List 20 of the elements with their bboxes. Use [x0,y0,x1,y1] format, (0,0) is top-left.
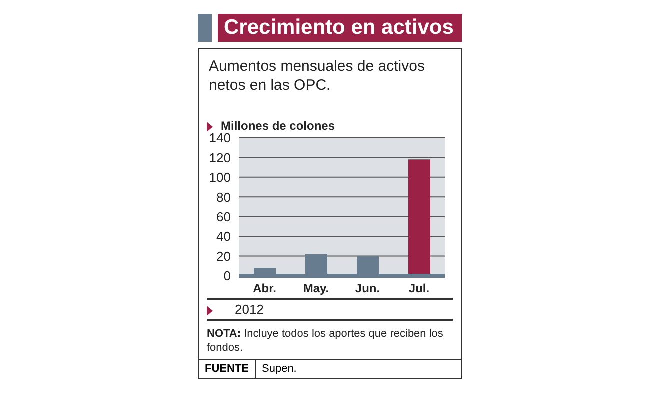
x-tick-label: Abr. [253,282,276,296]
y-tick-label: 100 [209,170,231,186]
y-tick-label: 140 [209,130,231,146]
y-tick-label: 60 [216,209,231,224]
chart-title: Crecimiento en activos [218,14,462,42]
y-tick-label: 20 [216,248,231,264]
bar [408,160,430,276]
y-axis-title: Millones de colones [220,119,336,133]
text: Supen. [261,362,298,377]
y-tick-label: 40 [216,229,231,244]
text: FUENTE [199,360,256,378]
x-tick-label: May. [303,282,330,296]
y-tick-label: 80 [216,190,231,205]
x-axis-title: 2012 [235,302,264,317]
y-tick-label: 0 [224,268,231,284]
x-tick-label: Jul. [408,282,430,296]
chart-subtitle: Aumentos mensuales de activos netos en las OPC. [208,57,426,96]
x-tick-label: Jun. [355,282,380,296]
text: NOTA: Incluye todos los aportes que reciben los fondos. [207,328,444,354]
y-tick-label: 120 [209,150,231,166]
